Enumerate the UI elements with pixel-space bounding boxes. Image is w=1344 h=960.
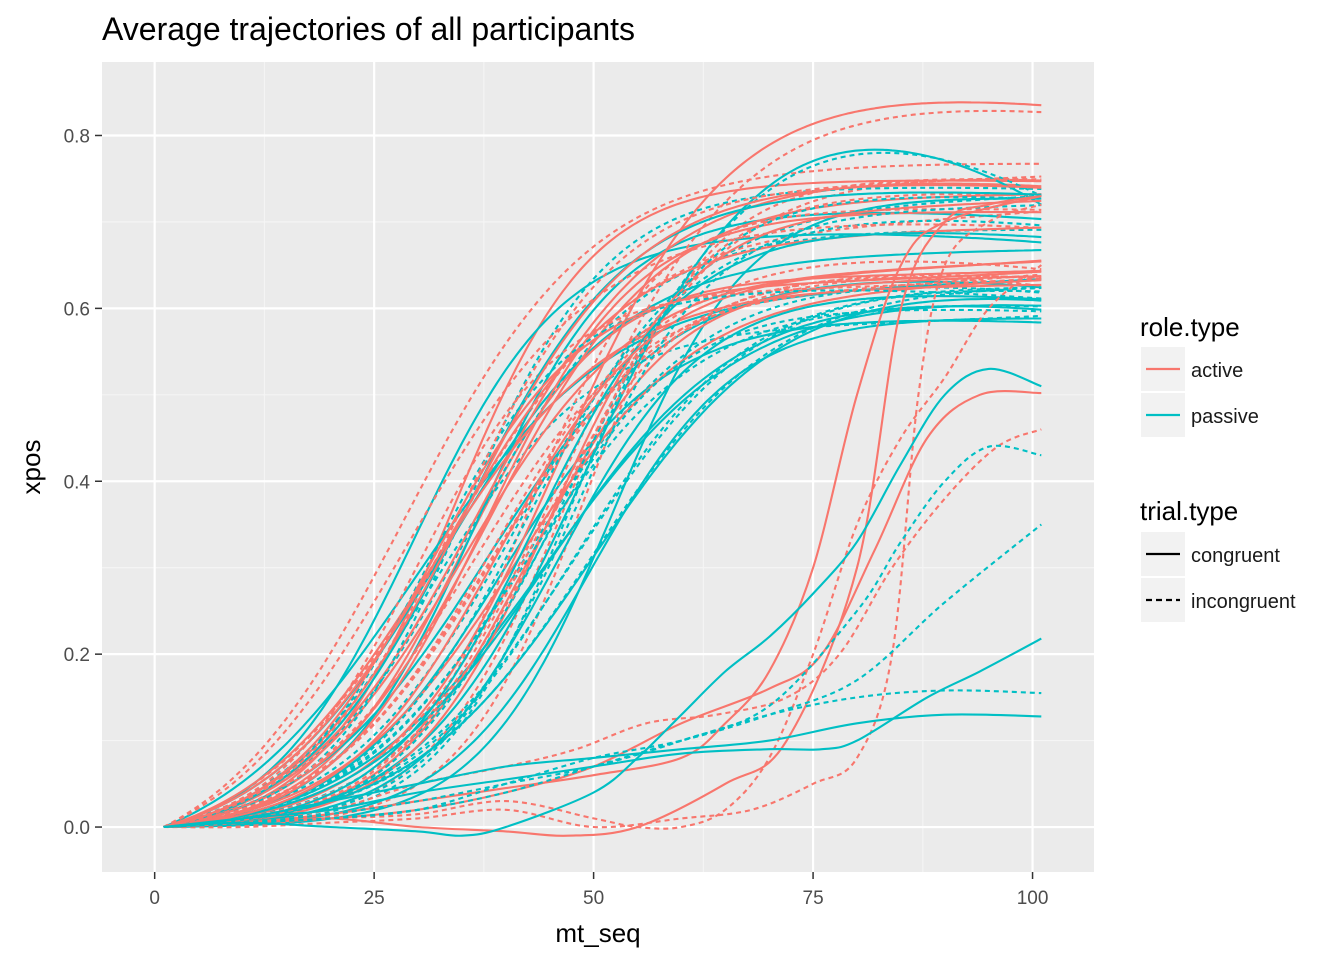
- series-line-passive-incongruent: [163, 689, 1042, 829]
- legend-label-passive: passive: [1191, 406, 1259, 428]
- series-line-active-incongruent: [163, 203, 1042, 829]
- y-tick-label: 0.4: [64, 472, 91, 493]
- series-line-active-incongruent: [163, 178, 1042, 829]
- series-line-active-incongruent: [163, 264, 1042, 830]
- series-line-active-incongruent: [163, 274, 1042, 829]
- series-line-passive-congruent: [163, 233, 1042, 829]
- series-line-passive-incongruent: [163, 219, 1042, 829]
- series-line-active-congruent: [163, 199, 1042, 829]
- y-tick-label: 0.2: [64, 645, 90, 666]
- x-tick-label: 75: [803, 888, 824, 909]
- series-line-passive-congruent: [163, 197, 1042, 829]
- series-line-passive-incongruent: [163, 289, 1042, 829]
- series-line-active-incongruent: [163, 162, 1042, 828]
- x-tick-label: 100: [1017, 888, 1049, 909]
- legend-label-active: active: [1191, 360, 1243, 382]
- series-line-passive-incongruent: [163, 444, 1042, 829]
- series-line-passive-congruent: [163, 713, 1042, 829]
- series-line-active-congruent: [163, 194, 1042, 837]
- legend-trial-type: trial.type congruent incongruent: [1140, 496, 1296, 622]
- series-lines: [163, 101, 1042, 837]
- series-line-passive-congruent: [163, 191, 1042, 829]
- chart-title: Average trajectories of all participants: [102, 11, 635, 47]
- series-line-passive-incongruent: [163, 186, 1042, 829]
- series-line-active-congruent: [163, 179, 1042, 829]
- legend-role-type: role.type active passive: [1140, 312, 1259, 437]
- series-line-active-congruent: [163, 259, 1042, 829]
- x-axis: 0 25 50 75 100: [149, 872, 1048, 909]
- series-line-active-congruent: [163, 283, 1042, 829]
- series-line-active-congruent: [163, 184, 1042, 829]
- series-line-active-incongruent: [163, 260, 1042, 829]
- series-line-active-congruent: [163, 101, 1042, 829]
- series-line-passive-congruent: [163, 297, 1042, 829]
- series-line-passive-congruent: [163, 231, 1042, 829]
- y-tick-label: 0.8: [64, 126, 90, 147]
- legend-title-trial-type: trial.type: [1140, 496, 1238, 526]
- series-line-active-incongruent: [163, 273, 1042, 829]
- x-axis-title: mt_seq: [555, 918, 640, 948]
- series-line-passive-congruent: [163, 367, 1042, 837]
- y-tick-label: 0.0: [64, 818, 90, 839]
- series-line-passive-incongruent: [163, 304, 1042, 829]
- series-line-passive-congruent: [163, 305, 1042, 829]
- legend-label-congruent: congruent: [1191, 545, 1280, 567]
- y-axis-title: xpos: [16, 440, 46, 495]
- y-tick-label: 0.6: [64, 299, 90, 320]
- x-tick-label: 50: [583, 888, 604, 909]
- series-line-passive-congruent: [163, 637, 1042, 829]
- series-line-active-incongruent: [163, 175, 1042, 829]
- y-axis: 0.0 0.2 0.4 0.6 0.8: [64, 126, 102, 839]
- x-tick-label: 0: [149, 888, 160, 909]
- legend-title-role-type: role.type: [1140, 312, 1240, 342]
- legend-label-incongruent: incongruent: [1191, 591, 1296, 613]
- series-line-active-incongruent: [163, 109, 1042, 829]
- x-tick-label: 25: [364, 888, 385, 909]
